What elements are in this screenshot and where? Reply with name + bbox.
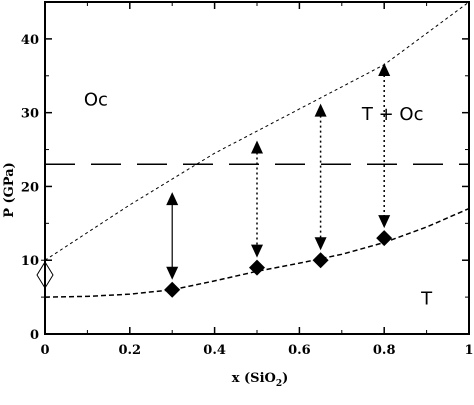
x-axis-label-subscript: 2 — [276, 379, 282, 389]
open-diamond-marker — [36, 261, 54, 289]
arrow-head — [251, 140, 263, 154]
arrow-head — [166, 266, 179, 280]
arrow-head — [166, 192, 179, 206]
x-tick-label: 0.4 — [203, 343, 226, 358]
region-label: Oc — [84, 89, 108, 110]
x-axis-label: x (SiO2) — [232, 371, 289, 389]
arrow-head — [251, 244, 263, 258]
x-axis-label-main: x (SiO — [232, 371, 276, 386]
x-tick-label: 0.6 — [288, 343, 311, 358]
arrow-head — [378, 215, 391, 229]
x-tick-label: 0.8 — [373, 343, 396, 358]
x-tick-label: 1 — [464, 343, 473, 358]
region-label: T + Oc — [361, 104, 424, 125]
y-axis-label: P (GPa) — [2, 162, 17, 218]
y-tick-label: 30 — [21, 107, 39, 122]
y-tick-label: 0 — [30, 328, 39, 343]
x-tick-label: 0.2 — [118, 343, 141, 358]
data-point-diamond — [249, 259, 265, 276]
y-tick-label: 20 — [21, 180, 39, 195]
x-tick-label: 0 — [40, 343, 49, 358]
data-point-diamond — [164, 281, 181, 298]
y-tick-label: 40 — [21, 33, 39, 48]
arrow-head — [314, 103, 327, 117]
upper-boundary-line — [44, 1, 470, 261]
arrow-head — [378, 63, 391, 77]
arrow-head — [314, 237, 327, 251]
y-tick-label: 10 — [21, 254, 39, 269]
data-point-diamond — [312, 252, 329, 269]
data-point-diamond — [376, 230, 393, 247]
x-axis-label-close: ) — [282, 371, 288, 386]
region-label: T — [420, 288, 433, 309]
